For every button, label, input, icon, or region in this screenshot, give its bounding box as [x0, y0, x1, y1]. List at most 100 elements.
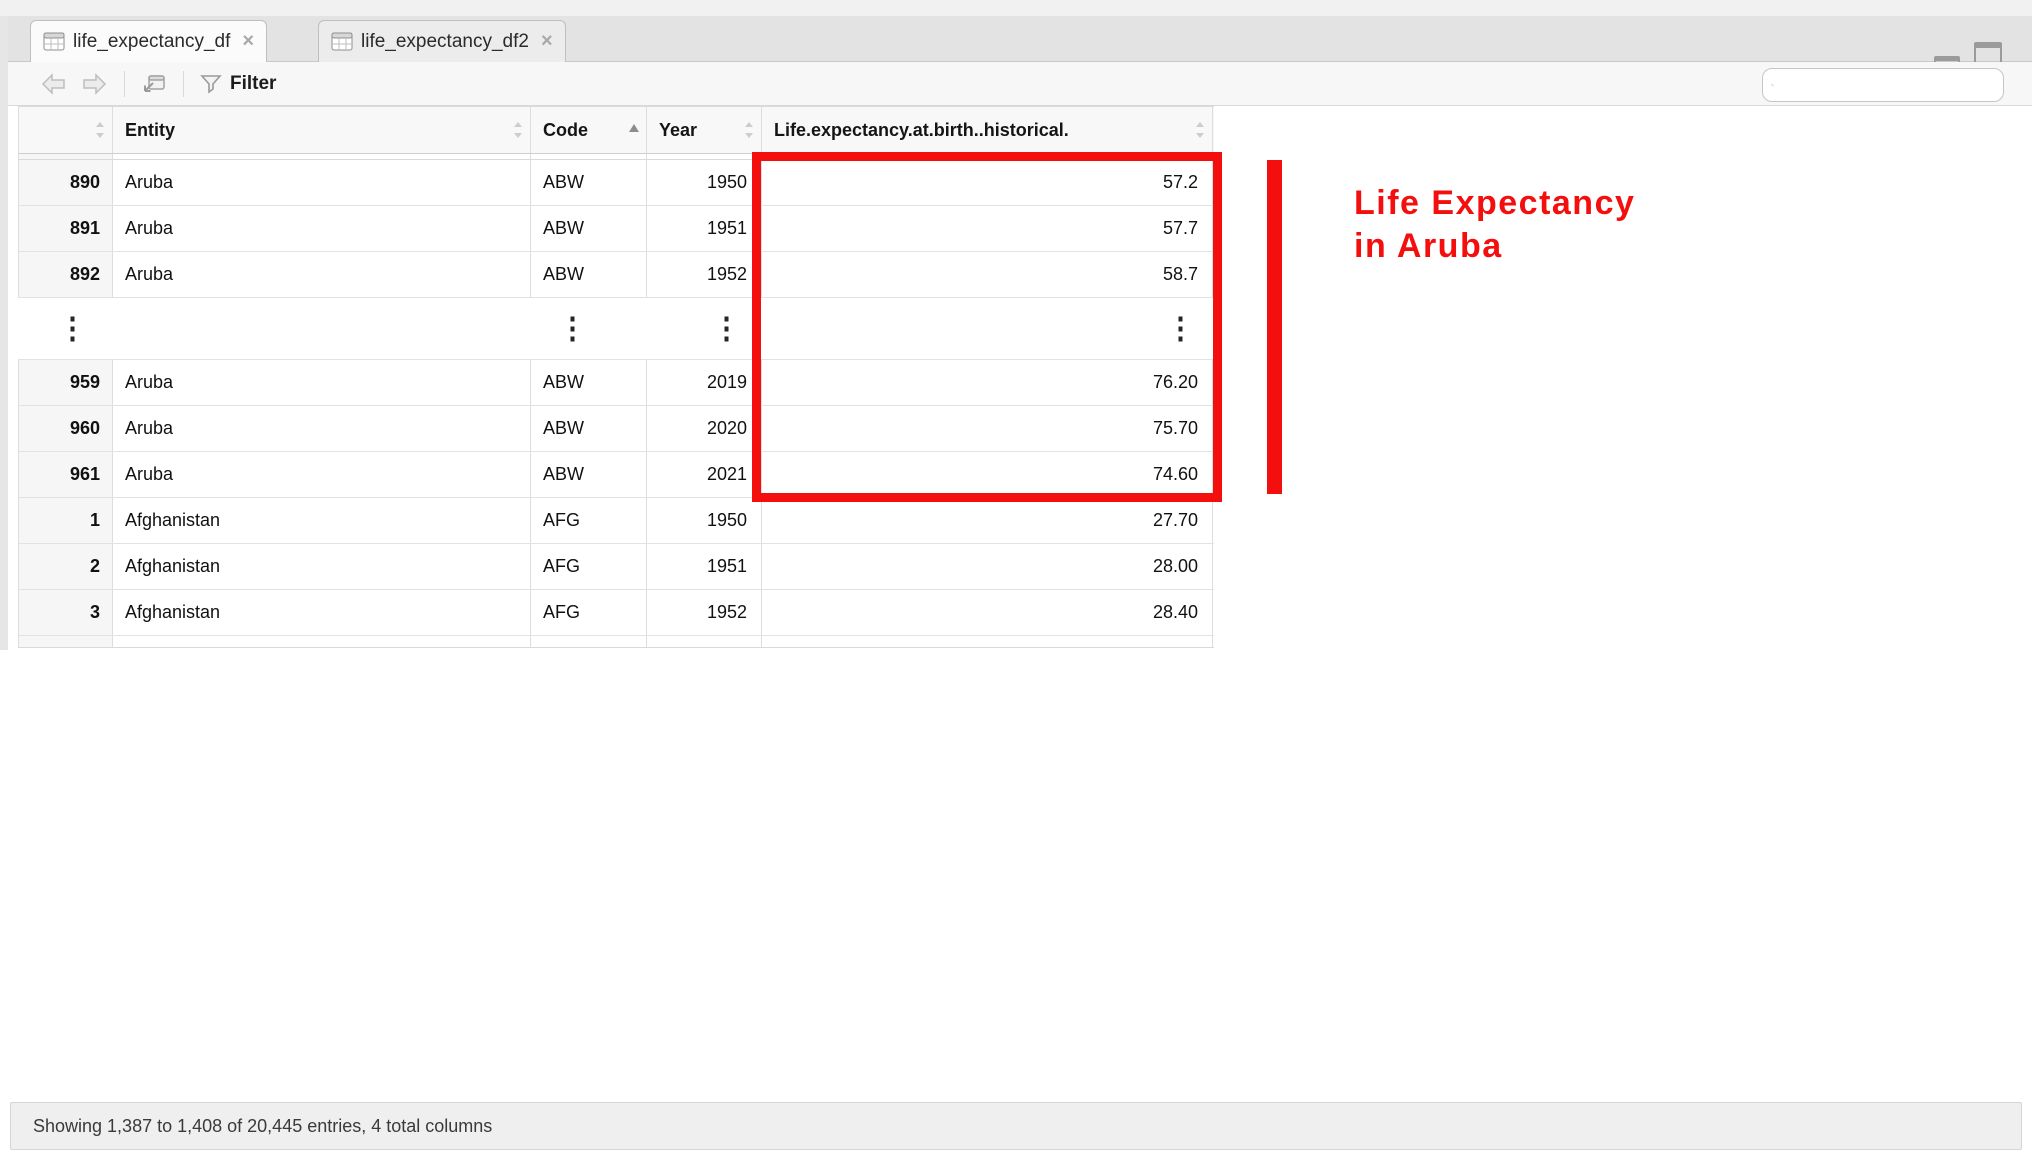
table-row: 961 Aruba ABW 2021 74.60 [18, 452, 1214, 498]
table-row: 3 Afghanistan AFG 1952 28.40 [18, 590, 1214, 636]
cell-code: AFG [531, 544, 647, 589]
cell-rownum: 890 [19, 160, 113, 205]
search-input[interactable] [1774, 75, 1995, 95]
close-icon[interactable]: × [242, 30, 255, 52]
header-row: Entity Code Year Life.expectancy.at.birth..… [18, 106, 1214, 154]
table-row: 960 Aruba ABW 2020 75.70 [18, 406, 1214, 452]
cell-year: 1951 [647, 544, 762, 589]
cell-entity: Afghanistan [113, 498, 531, 543]
highlight-caption-line1: Life Expectancy [1354, 184, 1636, 222]
tab-label: life_expectancy_df [73, 30, 231, 52]
sort-toggle-icon [1196, 122, 1204, 138]
cell-code: ABW [531, 452, 647, 497]
popout-window-icon [144, 74, 165, 92]
cell-value: 57.7 [762, 206, 1213, 251]
filter-funnel-icon [200, 74, 222, 94]
cell-year: 2019 [647, 360, 762, 405]
filter-button[interactable]: Filter [194, 67, 282, 101]
highlight-caption-line2: in Aruba [1354, 226, 1503, 265]
cell-code: AFG [531, 498, 647, 543]
sort-toggle-icon [514, 122, 522, 138]
cell-entity: Aruba [113, 160, 531, 205]
tab-bar: life_expectancy_df × life_expectancy_df2… [0, 16, 2032, 68]
search-icon [1771, 83, 1774, 87]
cell-rownum: 961 [19, 452, 113, 497]
filter-label: Filter [230, 72, 277, 94]
cell-value: 27.70 [762, 498, 1213, 543]
close-icon[interactable]: × [540, 30, 553, 52]
vertical-ellipsis-icon [70, 311, 75, 346]
cell-value: 76.20 [762, 360, 1213, 405]
cell-rownum: 960 [19, 406, 113, 451]
back-button[interactable] [34, 67, 74, 101]
column-header-entity[interactable]: Entity [113, 107, 531, 153]
cell-rownum: 959 [19, 360, 113, 405]
back-arrow-icon [41, 72, 65, 95]
data-grid: Entity Code Year Life.expectancy.at.birth..… [18, 106, 1214, 648]
pane-left-edge [0, 16, 8, 650]
table-row: 2 Afghanistan AFG 1951 28.00 [18, 544, 1214, 590]
cell-rownum: 3 [19, 590, 113, 635]
cell-year: 1950 [647, 160, 762, 205]
cell-rownum: 2 [19, 544, 113, 589]
toolbar-separator [183, 70, 184, 97]
cell-year: 1952 [647, 590, 762, 635]
dataframe-icon [43, 32, 65, 51]
cell-value: 57.2 [762, 160, 1213, 205]
cell-code: ABW [531, 160, 647, 205]
search-box[interactable] [1762, 68, 2004, 102]
column-header-label: Code [543, 119, 588, 140]
cell-entity: Aruba [113, 452, 531, 497]
table-row: 892 Aruba ABW 1952 58.7 [18, 252, 1214, 298]
cell-value: 74.60 [762, 452, 1213, 497]
cell-value: 28.40 [762, 590, 1213, 635]
toolbar-separator [124, 70, 125, 97]
cell-year: 2021 [647, 452, 762, 497]
column-header-label: Year [659, 119, 698, 140]
highlight-caption: Life Expectancy in Aruba [1354, 182, 1635, 267]
tab-life-expectancy-df2[interactable]: life_expectancy_df2 × [318, 20, 566, 62]
cell-entity: Aruba [113, 206, 531, 251]
forward-button[interactable] [74, 67, 114, 101]
table-row: 959 Aruba ABW 2019 76.20 [18, 360, 1214, 406]
cell-entity: Afghanistan [113, 590, 531, 635]
cell-code: AFG [531, 590, 647, 635]
table-row: 1 Afghanistan AFG 1950 27.70 [18, 498, 1214, 544]
cell-value: 58.7 [762, 252, 1213, 297]
cell-year: 1950 [647, 498, 762, 543]
sort-toggle-icon [745, 122, 753, 138]
column-header-value[interactable]: Life.expectancy.at.birth..historical. [762, 107, 1213, 153]
column-header-label: Entity [125, 119, 176, 140]
sort-ascending-icon [629, 124, 639, 132]
cell-entity: Aruba [113, 252, 531, 297]
vertical-ellipsis-icon [1178, 311, 1183, 346]
column-header-year[interactable]: Year [647, 107, 762, 153]
dataframe-icon [331, 32, 353, 51]
table-row: 891 Aruba ABW 1951 57.7 [18, 206, 1214, 252]
cell-year: 1952 [647, 252, 762, 297]
forward-arrow-icon [83, 72, 107, 95]
highlight-vertical-bar [1267, 160, 1282, 494]
clipped-row-bottom [18, 636, 1214, 648]
sort-toggle-icon [96, 122, 104, 138]
cell-rownum: 891 [19, 206, 113, 251]
table-row: 890 Aruba ABW 1950 57.2 [18, 160, 1214, 206]
status-text: Showing 1,387 to 1,408 of 20,445 entries… [33, 1115, 493, 1136]
tab-label: life_expectancy_df2 [361, 30, 529, 52]
ellipsis-row [18, 298, 1214, 360]
cell-code: ABW [531, 206, 647, 251]
cell-year: 2020 [647, 406, 762, 451]
cell-year: 1951 [647, 206, 762, 251]
viewer-toolbar: Filter [0, 62, 2032, 106]
cell-rownum: 892 [19, 252, 113, 297]
tab-life-expectancy-df[interactable]: life_expectancy_df × [30, 20, 268, 62]
column-header-label: Life.expectancy.at.birth..historical. [774, 119, 1069, 140]
vertical-ellipsis-icon [570, 311, 575, 346]
cell-code: ABW [531, 252, 647, 297]
cell-value: 75.70 [762, 406, 1213, 451]
column-header-code[interactable]: Code [531, 107, 647, 153]
open-in-new-window-button[interactable] [135, 67, 173, 101]
column-header-rownum[interactable] [19, 107, 113, 153]
cell-rownum: 1 [19, 498, 113, 543]
